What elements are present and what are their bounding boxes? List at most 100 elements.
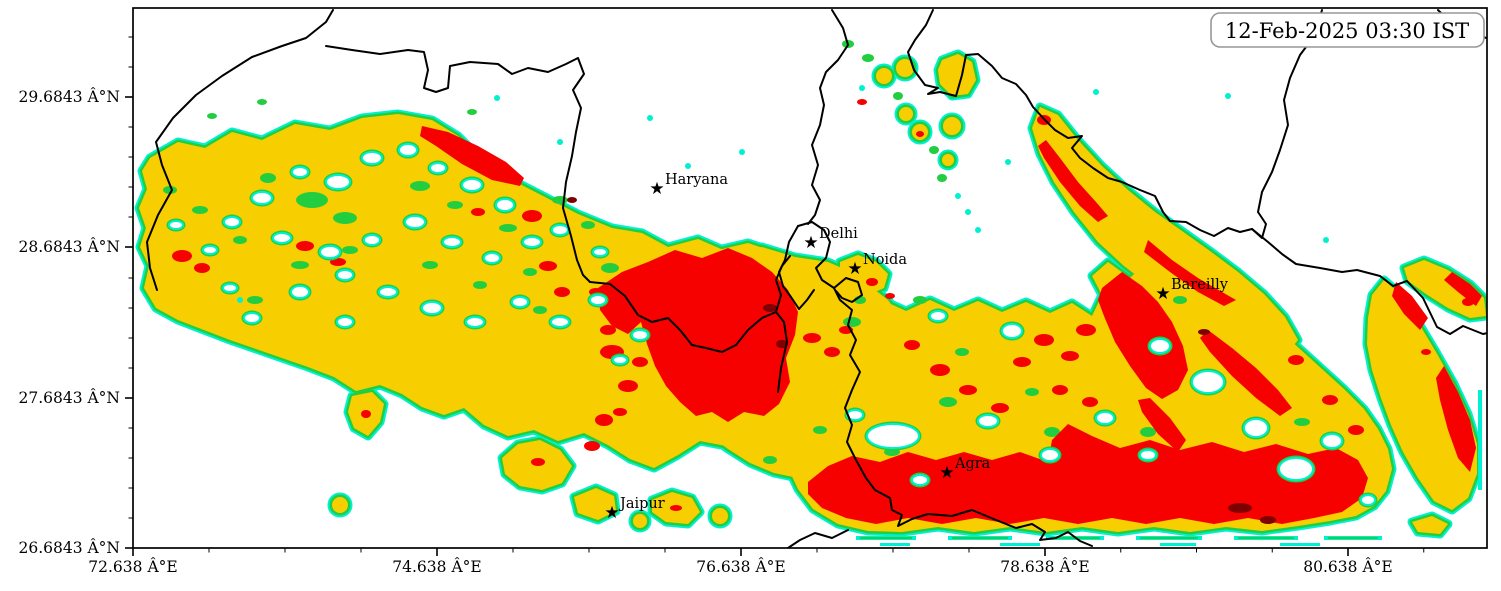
fog-clear-hole (1360, 494, 1376, 506)
fog-clear-hole (202, 245, 218, 255)
fog-bottom-dash (1140, 537, 1198, 539)
city-star-icon: ★ (847, 259, 862, 279)
fog-patch-light (260, 173, 276, 183)
state-boundary (325, 45, 591, 283)
fog-clear-hole (363, 234, 381, 246)
fog-patch-light (813, 426, 827, 434)
fog-patch-light (333, 212, 357, 224)
fog-patch-very-dense (916, 131, 924, 137)
fog-patch-light (929, 146, 939, 154)
fog-patch-very-dense (904, 340, 920, 350)
fog-patch-light (207, 113, 217, 119)
fog-clear-hole (495, 198, 515, 212)
y-tick-label: 28.6843 Â°N (18, 238, 120, 256)
fog-clear-hole (1001, 323, 1023, 339)
fog-patch-very-dense (930, 364, 950, 376)
fog-patch-very-dense (632, 357, 648, 367)
fog-patch-very-dense (857, 99, 867, 105)
fog-region-very-dense (1138, 398, 1186, 452)
fog-clear-hole (1149, 338, 1171, 354)
fog-patch-very-dense (554, 287, 570, 297)
fog-region-dense (1367, 280, 1477, 510)
fog-speck (494, 95, 500, 101)
fog-patch-light (291, 261, 309, 269)
fog-patch-very-dense (1061, 351, 1079, 361)
fog-speck (1005, 159, 1011, 165)
fog-bottom-dash (1328, 537, 1378, 539)
state-boundary (807, 9, 849, 225)
state-boundary (1251, 228, 1487, 335)
fog-clear-hole (465, 316, 485, 328)
fog-clear-hole (1191, 370, 1225, 394)
fog-patch-light (955, 348, 969, 356)
fog-speck (975, 227, 981, 233)
fog-patch-very-dense (1421, 349, 1431, 355)
fog-patch-light (473, 281, 487, 289)
fog-patch-very-dense (539, 261, 557, 271)
fog-patch-very-dense (618, 380, 638, 392)
city-marker-delhi: ★ Delhi (803, 226, 858, 253)
fog-patch-very-dense (1076, 324, 1096, 336)
fog-patch-very-dense (1052, 385, 1068, 395)
fog-bottom-dash (880, 543, 910, 546)
x-tick-label: 76.638 Â°E (696, 558, 785, 576)
fog-clear-hole (1040, 448, 1060, 462)
x-tick-label: 72.638 Â°E (88, 558, 177, 576)
fog-region-very-dense (1038, 140, 1108, 222)
fog-speck (685, 163, 691, 169)
city-marker-haryana: ★ Haryana (649, 172, 728, 199)
city-star-icon: ★ (803, 233, 818, 253)
fog-region-dense (1412, 516, 1448, 534)
fog-patch-light (913, 296, 927, 304)
fog-clear-hole (429, 162, 447, 174)
fog-patch-light (163, 186, 177, 194)
fog-patch-light (247, 296, 263, 304)
city-label: Agra (954, 456, 991, 472)
city-label: Haryana (665, 172, 728, 188)
fog-patch-light (233, 236, 247, 244)
fog-clear-hole (272, 232, 292, 244)
city-marker-noida: ★ Noida (847, 252, 907, 279)
state-boundary (1251, 9, 1323, 239)
fog-patch-very-dense (959, 385, 977, 395)
state-boundary (787, 529, 849, 548)
fog-bottom-dash (1238, 537, 1294, 539)
fog-patch-very-dense (595, 414, 613, 426)
fog-region-dense (633, 514, 647, 528)
fog-patch-very-dense (866, 278, 878, 286)
fog-region-very-dense (1098, 272, 1188, 399)
fog-patch-extreme (567, 197, 577, 203)
fog-clear-hole (442, 236, 462, 248)
fog-clear-hole (866, 423, 920, 449)
fog-region-very-dense (1444, 272, 1482, 306)
fog-patch-very-dense (1082, 397, 1098, 407)
fog-patch-light (581, 221, 595, 229)
city-label: Jaipur (618, 496, 665, 512)
fog-bottom-dash (1280, 543, 1320, 546)
fog-speck (739, 149, 745, 155)
y-tick-label: 29.6843 Â°N (18, 88, 120, 106)
fog-speck (557, 139, 563, 145)
state-boundary (146, 9, 334, 291)
state-boundary (775, 311, 788, 393)
fog-clear-hole (290, 285, 310, 299)
fog-patch-very-dense (600, 325, 616, 335)
fog-patch-extreme (1198, 329, 1210, 335)
fog-patch-very-dense (531, 458, 545, 466)
city-marker-bareilly: ★ Bareilly (1155, 277, 1228, 304)
x-tick-label: 78.638 Â°E (1000, 558, 1089, 576)
fog-patch-very-dense (613, 408, 627, 416)
fog-region-very-dense (598, 248, 798, 422)
state-boundary (797, 221, 1093, 547)
fog-clear-hole (168, 220, 184, 230)
fog-patch-light (523, 268, 537, 276)
fog-clear-hole (251, 191, 273, 205)
fog-clear-hole (1321, 433, 1343, 449)
fog-clear-hole (222, 283, 238, 293)
fog-speck (965, 209, 971, 215)
fog-speck (237, 297, 243, 303)
y-tick-label: 26.6843 Â°N (18, 539, 120, 557)
x-tick-label: 74.638 Â°E (392, 558, 481, 576)
